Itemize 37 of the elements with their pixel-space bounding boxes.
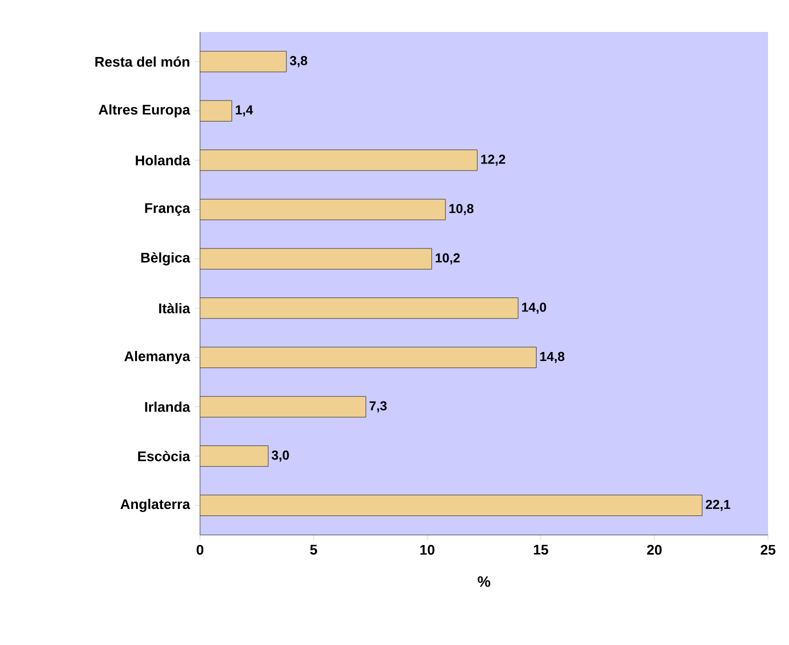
bar	[200, 51, 287, 72]
data-label: 14,8	[540, 352, 564, 364]
y-tick-label: Altres Europa	[98, 104, 190, 118]
data-label: 7,3	[370, 401, 387, 412]
data-label: 10,2	[436, 253, 460, 264]
bar	[200, 100, 232, 122]
data-label: 12,2	[481, 154, 506, 166]
y-tick-label: Irlanda	[145, 402, 190, 412]
data-label: 22,1	[706, 500, 730, 511]
x-tick-label: 0	[196, 544, 204, 555]
bar	[200, 446, 268, 467]
data-label: 3,0	[272, 450, 289, 462]
y-tick-label: Alemanya	[124, 350, 190, 364]
x-tick-label: 10	[420, 544, 434, 555]
y-tick-label: Resta del món	[95, 56, 190, 67]
data-label: 1,4	[236, 105, 254, 116]
bar	[200, 494, 702, 516]
x-axis-title: %	[478, 576, 490, 587]
bar	[200, 346, 536, 368]
x-tick-label: 15	[534, 544, 548, 555]
x-tick-label: 25	[760, 544, 776, 555]
y-tick-label: França	[145, 203, 190, 216]
y-tick-label: Escòcia	[138, 450, 190, 462]
y-tick-label: Bèlgica	[141, 252, 190, 266]
data-label: 3,8	[290, 56, 308, 68]
y-tick-label: Anglaterra	[120, 498, 190, 512]
y-tick-label: Itàlia	[159, 302, 190, 314]
bar	[200, 198, 446, 220]
data-label: 10,8	[449, 204, 474, 216]
bar	[200, 298, 518, 319]
bar	[200, 248, 432, 270]
x-tick-label: 5	[310, 544, 318, 555]
y-tick-label: Holanda	[136, 155, 190, 166]
data-label: 14,0	[522, 302, 546, 314]
x-tick-label: 20	[647, 544, 662, 555]
bar	[200, 396, 366, 418]
bar	[200, 150, 478, 171]
